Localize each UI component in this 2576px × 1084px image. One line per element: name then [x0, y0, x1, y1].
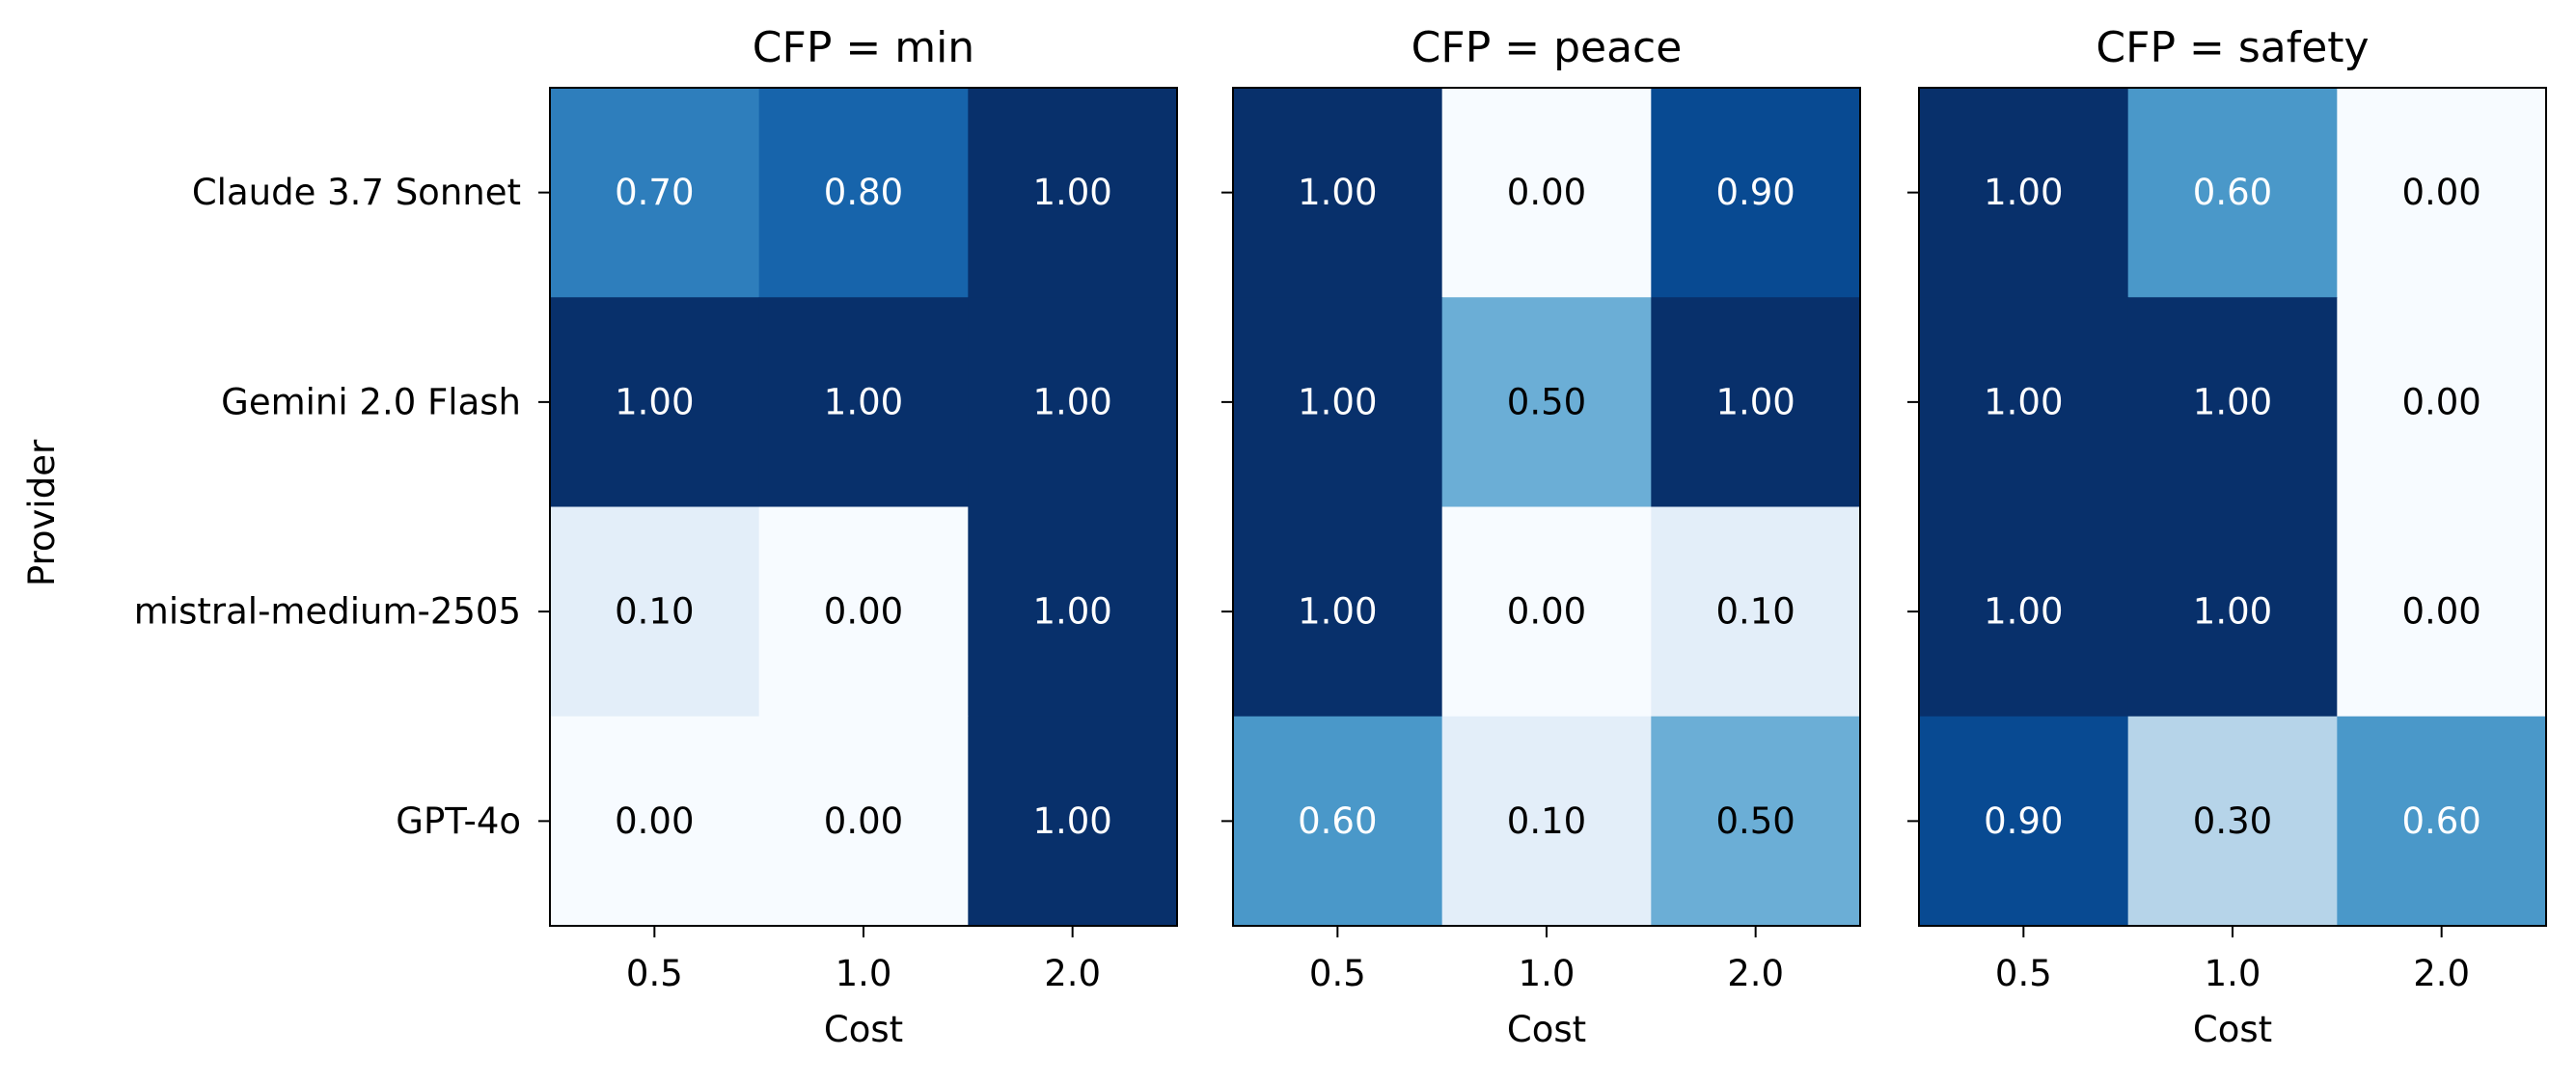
- heatmap-cell: [1651, 297, 1861, 508]
- x-tick-label: 0.5: [1995, 953, 2052, 994]
- heatmap-cell: [1233, 506, 1443, 718]
- cell-value-label: 0.60: [2401, 800, 2480, 842]
- heatmap-cell: [758, 506, 969, 718]
- cell-value-label: 0.10: [1507, 800, 1586, 842]
- y-tick-label: GPT-4o: [396, 800, 521, 842]
- cell-value-label: 1.00: [1032, 172, 1111, 213]
- heatmap-cell: [2127, 716, 2338, 927]
- heatmap-panel: 1.00 0.00 0.90 1.00 0.50 1.00 1.00 0.00 0.10 0.60…: [1221, 23, 1861, 1050]
- heatmap-cell: [1651, 506, 1861, 718]
- y-tick-label: Gemini 2.0 Flash: [221, 381, 521, 422]
- heatmap-cell: [550, 88, 760, 298]
- heatmap-cell: [2337, 716, 2547, 927]
- cell-value-label: 0.90: [1984, 800, 2063, 842]
- heatmap-cell: [968, 88, 1178, 298]
- heatmap-cell: [968, 297, 1178, 508]
- x-tick-label: 2.0: [1044, 953, 1101, 994]
- heatmap-cell: [1233, 297, 1443, 508]
- panel-title: CFP = safety: [2096, 23, 2369, 72]
- cell-value-label: 0.30: [2193, 800, 2272, 842]
- heatmap-cell: [968, 506, 1178, 718]
- cell-value-label: 1.00: [615, 381, 694, 422]
- cell-value-label: 1.00: [1715, 381, 1795, 422]
- cell-value-label: 0.90: [1715, 172, 1795, 213]
- heatmap-cell: [1919, 506, 2129, 718]
- cell-value-label: 0.00: [824, 800, 903, 842]
- heatmap-cell: [2127, 297, 2338, 508]
- cell-value-label: 0.00: [824, 591, 903, 633]
- x-axis-label: Cost: [824, 1009, 903, 1050]
- cell-value-label: 1.00: [1984, 591, 2063, 633]
- heatmap-cell: [1651, 88, 1861, 298]
- heatmap-cell: [1441, 88, 1652, 298]
- heatmap-cell: [2127, 88, 2338, 298]
- cell-value-label: 0.00: [2401, 172, 2480, 213]
- heatmap-panel: 1.00 0.60 0.00 1.00 1.00 0.00 1.00 1.00 0.00 0.90…: [1907, 23, 2547, 1050]
- cell-value-label: 0.60: [1298, 800, 1377, 842]
- heatmap-cell: [550, 297, 760, 508]
- y-axis-label: Provider: [21, 439, 63, 586]
- heatmap-cell: [758, 716, 969, 927]
- cell-value-label: 1.00: [1984, 172, 2063, 213]
- heatmap-cell: [1651, 716, 1861, 927]
- panel-title: CFP = peace: [1411, 23, 1683, 72]
- cell-value-label: 0.00: [2401, 591, 2480, 633]
- cell-value-label: 0.00: [2401, 381, 2480, 422]
- cell-value-label: 0.70: [615, 172, 694, 213]
- heatmap-cell: [2127, 506, 2338, 718]
- cell-value-label: 1.00: [1984, 381, 2063, 422]
- cell-value-label: 0.10: [1715, 591, 1795, 633]
- heatmap-cell: [2337, 297, 2547, 508]
- cell-value-label: 1.00: [1032, 800, 1111, 842]
- panel-title: CFP = min: [753, 23, 974, 72]
- heatmap-cell: [550, 716, 760, 927]
- x-tick-label: 2.0: [1727, 953, 1784, 994]
- cell-value-label: 1.00: [1032, 591, 1111, 633]
- x-axis-label: Cost: [2193, 1009, 2272, 1050]
- cell-value-label: 1.00: [2193, 591, 2272, 633]
- heatmap-cell: [1919, 297, 2129, 508]
- x-tick-label: 0.5: [1309, 953, 1366, 994]
- heatmap-cell: [758, 88, 969, 298]
- x-axis-label: Cost: [1507, 1009, 1586, 1050]
- heatmap-cell: [968, 716, 1178, 927]
- x-tick-label: 2.0: [2413, 953, 2470, 994]
- y-tick-label: mistral-medium-2505: [134, 591, 521, 633]
- heatmap-cell: [1441, 297, 1652, 508]
- cell-value-label: 1.00: [824, 381, 903, 422]
- cell-value-label: 1.00: [1298, 591, 1377, 633]
- heatmap-cell: [1441, 716, 1652, 927]
- cell-value-label: 1.00: [1032, 381, 1111, 422]
- heatmap-cell: [758, 297, 969, 508]
- cell-value-label: 0.50: [1507, 381, 1586, 422]
- heatmap-cell: [1233, 716, 1443, 927]
- heatmap-cell: [2337, 88, 2547, 298]
- heatmap-cell: [550, 506, 760, 718]
- x-tick-label: 1.0: [1519, 953, 1576, 994]
- heatmap-cell: [1919, 716, 2129, 927]
- heatmap-cell: [1441, 506, 1652, 718]
- cell-value-label: 0.80: [824, 172, 903, 213]
- cell-value-label: 0.50: [1715, 800, 1795, 842]
- x-tick-label: 0.5: [626, 953, 683, 994]
- heatmap-cell: [1919, 88, 2129, 298]
- cell-value-label: 0.00: [1507, 591, 1586, 633]
- cell-value-label: 0.60: [2193, 172, 2272, 213]
- heatmap-panel: 0.70 0.80 1.00 1.00 1.00 1.00 0.10 0.00 1.00 0.00…: [134, 23, 1178, 1050]
- x-tick-label: 1.0: [2205, 953, 2261, 994]
- y-tick-label: Claude 3.7 Sonnet: [192, 172, 521, 213]
- cell-value-label: 1.00: [2193, 381, 2272, 422]
- cell-value-label: 0.00: [615, 800, 694, 842]
- heatmap-cell: [1233, 88, 1443, 298]
- cell-value-label: 0.00: [1507, 172, 1586, 213]
- x-tick-label: 1.0: [836, 953, 892, 994]
- cell-value-label: 1.00: [1298, 172, 1377, 213]
- heatmap-cell: [2337, 506, 2547, 718]
- cell-value-label: 0.10: [615, 591, 694, 633]
- cell-value-label: 1.00: [1298, 381, 1377, 422]
